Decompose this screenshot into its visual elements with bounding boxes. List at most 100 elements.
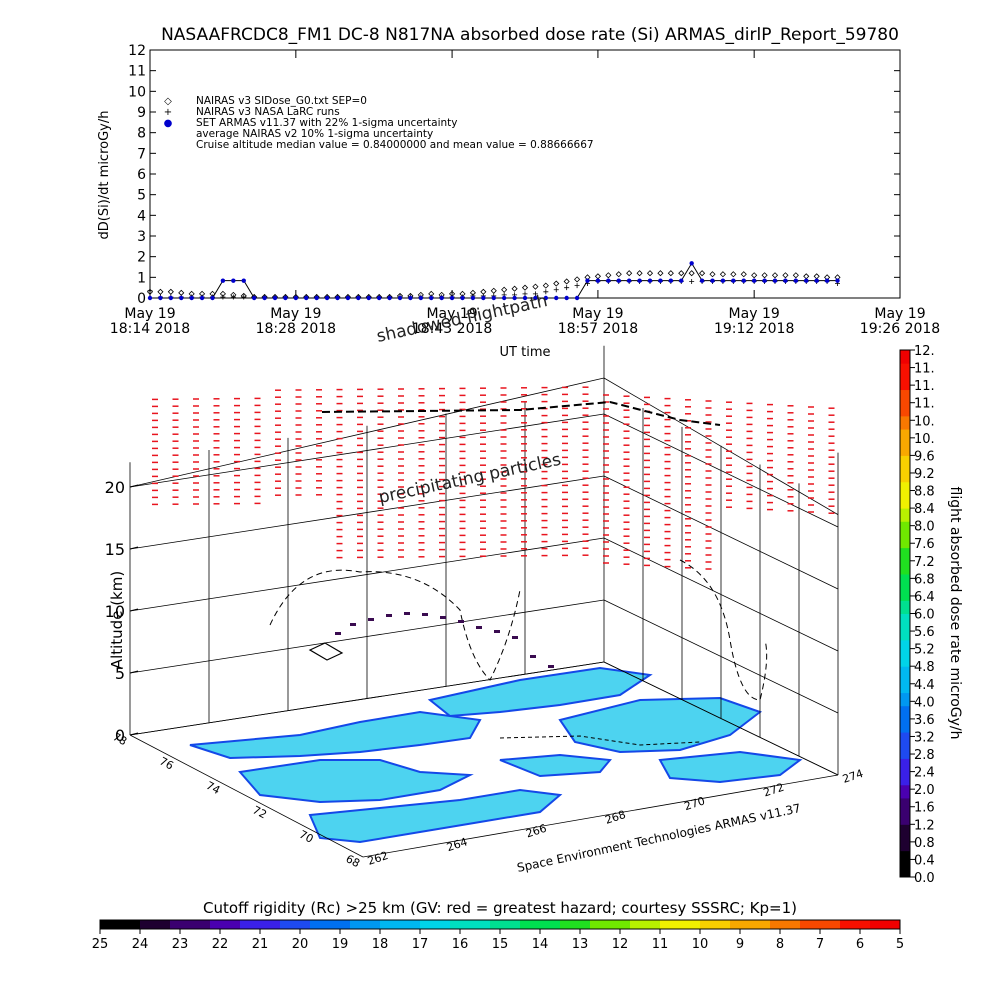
latitude-tick-label: 68	[344, 852, 362, 870]
horizontal-colorbar-cell	[390, 920, 401, 929]
armas-point	[345, 295, 351, 301]
land-contour	[308, 788, 563, 844]
armas-point	[699, 278, 705, 283]
land-contour	[238, 759, 474, 804]
top-y-tick-label: 2	[137, 250, 146, 266]
nairas-sep0-point	[792, 272, 799, 279]
cutoff-rigidity-curtain	[152, 386, 835, 570]
vertical-colorbar-tick-label: 8.0	[914, 520, 935, 535]
horizontal-colorbar-cell	[580, 920, 591, 929]
horizontal-colorbar-tick-label: 23	[172, 937, 189, 952]
horizontal-colorbar-cell	[820, 920, 831, 929]
nairas-sep0-point	[501, 286, 508, 293]
horizontal-colorbar-cell	[290, 920, 301, 929]
flight-path-top	[321, 400, 721, 426]
ground-map	[185, 666, 833, 852]
horizontal-colorbar-cell	[890, 920, 901, 929]
horizontal-colorbar-cell	[180, 920, 191, 929]
horizontal-colorbar-cell	[440, 920, 451, 929]
armas-point	[293, 295, 299, 301]
horizontal-colorbar-cell	[620, 920, 631, 929]
top-y-tick-label: 12	[128, 43, 146, 59]
armas-point	[835, 278, 840, 283]
armas-point	[658, 278, 663, 283]
armas-point	[522, 295, 528, 301]
top-y-tick-label: 5	[137, 188, 146, 204]
armas-point	[262, 295, 267, 301]
horizontal-colorbar-cell	[130, 920, 141, 929]
nairas-sep0-point	[761, 272, 768, 279]
armas-point	[668, 278, 674, 283]
top-x-tick-label: May 19	[874, 306, 925, 322]
top-y-tick-label: 4	[137, 208, 146, 224]
horizontal-colorbar-cell	[870, 920, 881, 929]
horizontal-colorbar-cell	[800, 920, 811, 929]
top-x-tick-label: May 19	[124, 306, 175, 322]
top-x-axis-label: UT time	[500, 345, 551, 360]
longitude-tick-label: 274	[841, 767, 865, 786]
horizontal-colorbar-cell	[450, 920, 461, 929]
horizontal-colorbar-cell	[830, 920, 841, 929]
top-x-tick-label: 19:26 2018	[860, 321, 940, 337]
horizontal-colorbar-cell	[560, 920, 571, 929]
vertical-colorbar-cell	[900, 758, 910, 773]
vertical-colorbar-cell	[900, 863, 910, 878]
armas-point	[804, 278, 809, 283]
top-y-tick-label: 8	[137, 126, 146, 142]
vertical-colorbar-tick-label: 1.6	[914, 801, 935, 816]
land-contour	[189, 710, 482, 760]
longitude-tick-label: 262	[366, 849, 390, 868]
nairas-larc-point	[241, 294, 247, 300]
flight-path-marker	[308, 642, 344, 661]
vertical-colorbar-cell	[900, 402, 910, 417]
top-y-axis-label: dD(Si)/dt microGy/h	[97, 111, 112, 240]
horizontal-colorbar-cell	[550, 920, 561, 929]
horizontal-colorbar-cell	[770, 920, 781, 929]
nairas-sep0-point	[782, 272, 789, 279]
vertical-colorbar-tick-label: 6.4	[914, 590, 935, 605]
nairas-sep0-point	[594, 273, 601, 280]
vertical-colorbar-cell	[900, 587, 910, 601]
flight-path-projection	[679, 559, 768, 701]
vertical-colorbar-tick-label: 0.0	[914, 871, 935, 886]
armas-point	[449, 295, 455, 301]
horizontal-colorbar-cell	[520, 920, 531, 929]
armas-flight-point	[422, 613, 428, 616]
horizontal-colorbar-cell	[170, 920, 181, 929]
top-x-tick-label: 18:14 2018	[110, 321, 190, 337]
horizontal-colorbar-tick-label: 15	[492, 937, 509, 952]
nairas-larc-point	[522, 291, 528, 297]
horizontal-colorbar-cell	[400, 920, 411, 929]
vertical-colorbar-tick-label: 4.0	[914, 695, 935, 710]
figure-title: NASAAFRCDC8_FM1 DC-8 N817NA absorbed dos…	[161, 25, 899, 45]
altitude-tick	[129, 608, 139, 612]
altitude-tick	[129, 670, 139, 674]
horizontal-colorbar-cell	[320, 920, 331, 929]
horizontal-colorbar-cell	[270, 920, 281, 929]
vertical-colorbar-tick-label: 8.4	[914, 502, 935, 517]
vertical-colorbar-cell	[900, 732, 910, 746]
vertical-colorbar-tick-label: 10.	[914, 414, 935, 429]
top-frame-edge	[129, 377, 605, 488]
armas-point	[220, 278, 226, 283]
horizontal-colorbar-tick-label: 16	[452, 937, 469, 952]
horizontal-colorbar-tick-label: 21	[252, 937, 269, 952]
latitude-tick-label: 72	[250, 803, 268, 821]
top-x-tick-label: 19:12 2018	[714, 321, 794, 337]
vertical-colorbar-cell	[900, 626, 910, 641]
vertical-colorbar-tick-label: 6.0	[914, 608, 935, 623]
vertical-colorbar-cell	[900, 837, 910, 852]
nairas-sep0-point	[709, 271, 716, 278]
armas-point	[751, 278, 757, 283]
top-legend: ◇ NAIRAS v3 SIDose_G0.txt SEP=0 + NAIRAS v3…	[164, 95, 594, 151]
horizontal-colorbar-cell	[700, 920, 711, 929]
land-contour	[499, 753, 612, 778]
vertical-colorbar-cell	[900, 653, 910, 667]
horizontal-colorbar-cell	[330, 920, 341, 929]
nairas-sep0-point	[490, 287, 497, 294]
top-series	[146, 261, 841, 301]
axes-3d-frame	[129, 345, 839, 858]
latitude-axis: 78 76 74 72 70 68	[111, 730, 362, 870]
flight-path-projection	[269, 569, 521, 681]
